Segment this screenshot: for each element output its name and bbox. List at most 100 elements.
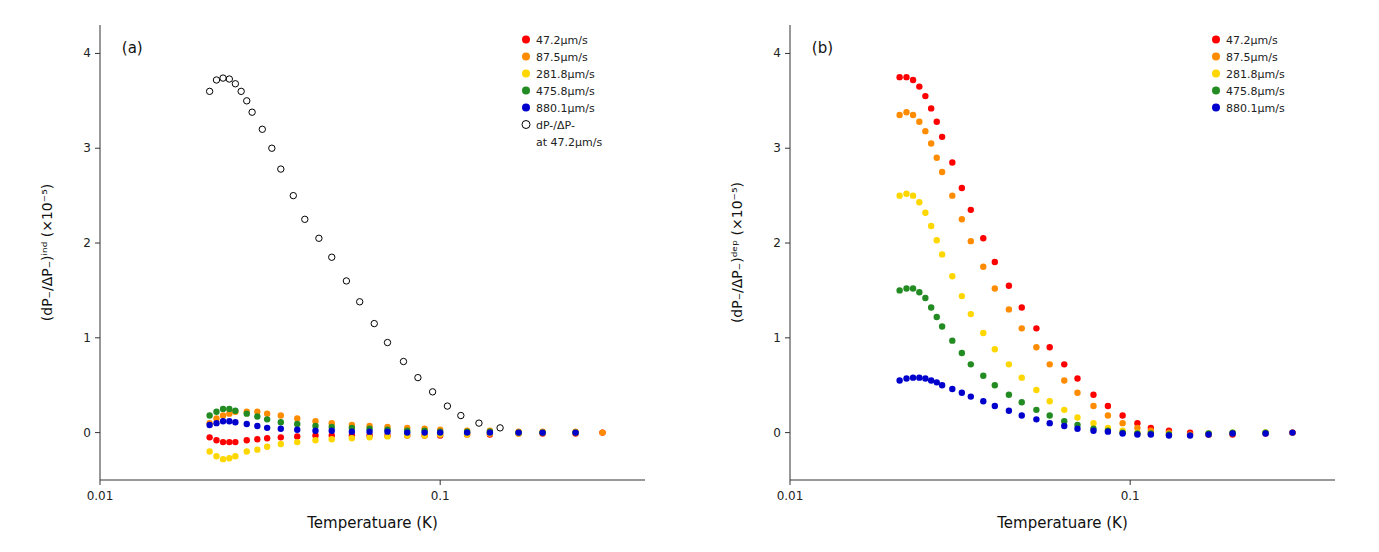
point [572,430,578,436]
point [992,382,998,388]
point [515,430,521,436]
point [232,409,238,415]
x-tick [1130,480,1131,485]
point [1047,420,1053,426]
point [934,314,940,320]
point [968,238,974,244]
point [1229,430,1235,436]
point [1289,429,1295,435]
y-tick-label: 4 [83,46,91,60]
point [959,390,965,396]
point [1006,306,1012,312]
point [916,83,922,89]
point [421,429,427,435]
point [903,375,909,381]
y-tick [785,243,790,244]
point [294,427,300,433]
legend: 47.2μm/s87.5μm/s281.8μm/s475.8μm/s880.1μ… [1212,34,1285,115]
legend-marker [1212,36,1220,44]
point [515,430,521,436]
x-tick-label: 0.1 [1121,489,1140,503]
point [476,420,482,426]
point [1289,429,1295,435]
point [1119,430,1125,436]
point [1047,412,1053,418]
point [515,429,521,435]
x-axis-line [100,480,645,481]
point [1229,431,1235,437]
point [515,429,521,435]
point [213,453,219,459]
point [1119,420,1125,426]
point [903,109,909,115]
point [294,415,300,421]
point [226,439,232,445]
point [1105,428,1111,434]
legend-marker [522,53,530,61]
point [1229,429,1235,435]
point [213,420,219,426]
point [444,403,450,409]
legend-label: dP-/ΔP-at 47.2μm/s [536,119,602,149]
point [1006,361,1012,367]
panel-label: (a) [122,39,143,57]
point [939,323,945,329]
series [206,409,605,436]
point [1061,361,1067,367]
point [949,159,955,165]
point [968,361,974,367]
point [968,311,974,317]
point [384,339,390,345]
point [1187,431,1193,437]
point [366,434,372,440]
point [903,74,909,80]
legend-marker [522,36,530,44]
series [896,285,1268,437]
point [1205,430,1211,436]
point [968,207,974,213]
point [572,429,578,435]
point [980,264,986,270]
point [278,412,284,418]
point [1105,412,1111,418]
point [404,429,410,435]
point [949,386,955,392]
panel: 012340.010.1Temperatuare (K)(dP₋/ΔP₋)ᵈᵉᵖ… [729,25,1335,532]
y-tick [95,337,100,338]
point [1019,304,1025,310]
point [349,435,355,441]
point [896,377,902,383]
point [515,428,521,434]
point [1119,429,1125,435]
point [343,278,349,284]
point [992,403,998,409]
point [922,375,928,381]
point [1205,431,1211,437]
point [232,81,238,87]
point [220,75,226,81]
point [934,155,940,161]
point [1019,412,1025,418]
point [1074,414,1080,420]
point [487,430,493,436]
point [939,251,945,257]
series [896,374,1295,438]
point [244,98,250,104]
point [464,428,470,434]
series [896,191,1268,438]
y-tick-label: 3 [773,141,781,155]
x-axis-label: Temperatuare (K) [306,514,438,532]
point [910,192,916,198]
y-tick [785,432,790,433]
point [916,289,922,295]
series [896,109,1295,438]
point [1047,398,1053,404]
x-tick-label: 0.01 [777,489,804,503]
y-tick [95,243,100,244]
point [244,448,250,454]
point [992,285,998,291]
point [220,439,226,445]
point [213,437,219,443]
point [539,429,545,435]
legend-label: 47.2μm/s [1226,34,1278,47]
